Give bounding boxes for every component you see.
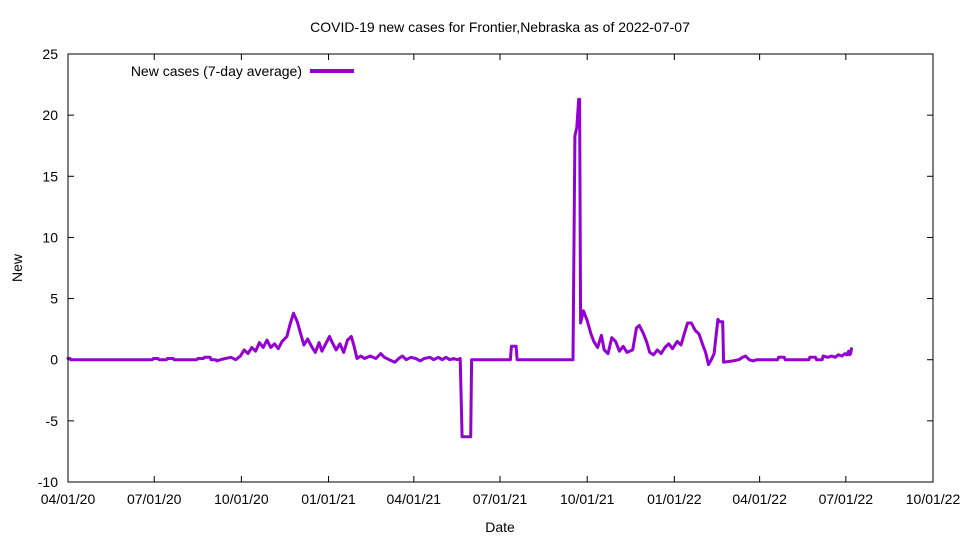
y-tick-label: -5 xyxy=(46,413,59,429)
x-tick-label: 01/01/22 xyxy=(647,491,702,507)
y-tick-label: 20 xyxy=(42,107,58,123)
x-tick-label: 07/01/22 xyxy=(819,491,874,507)
y-tick-label: 0 xyxy=(50,352,58,368)
y-tick-label: 15 xyxy=(42,168,58,184)
y-axis: -10 -5 0 5 10 15 20 25 xyxy=(38,46,933,490)
y-tick-label: 25 xyxy=(42,46,58,62)
x-tick-label: 04/01/20 xyxy=(41,491,96,507)
y-tick-label: -10 xyxy=(38,474,58,490)
x-tick-label: 07/01/21 xyxy=(473,491,528,507)
x-tick-label: 10/01/22 xyxy=(906,491,960,507)
series-line xyxy=(66,97,853,439)
x-tick-label: 10/01/20 xyxy=(214,491,269,507)
x-tick-label: 07/01/20 xyxy=(127,491,182,507)
x-axis: 04/01/20 07/01/20 10/01/20 01/01/21 04/01/21… xyxy=(41,54,960,507)
y-axis-label: New xyxy=(9,253,25,282)
legend: New cases (7-day average) xyxy=(131,63,354,79)
y-tick-label: 10 xyxy=(42,229,58,245)
plot-frame xyxy=(67,53,934,483)
chart-title: COVID-19 new cases for Frontier,Nebraska… xyxy=(310,19,690,35)
legend-label: New cases (7-day average) xyxy=(131,63,302,79)
x-axis-label: Date xyxy=(485,519,515,535)
x-tick-label: 10/01/21 xyxy=(560,491,615,507)
x-tick-label: 04/01/22 xyxy=(732,491,787,507)
x-tick-label: 01/01/21 xyxy=(301,491,356,507)
plot-lines xyxy=(66,97,853,439)
y-tick-label: 5 xyxy=(50,291,58,307)
x-tick-label: 04/01/21 xyxy=(387,491,442,507)
